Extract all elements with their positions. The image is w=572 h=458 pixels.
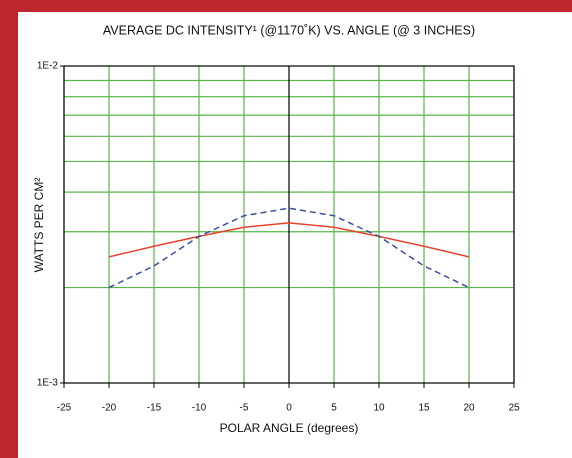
x-tick-label: -20 (102, 403, 117, 414)
y-tick-label: 1E-3 (37, 378, 59, 389)
x-tick-label: 5 (331, 403, 337, 414)
x-tick-label: 25 (508, 403, 520, 414)
x-tick-label: -25 (57, 403, 72, 414)
x-axis-label: POLAR ANGLE (degrees) (220, 421, 359, 435)
x-tick-label: -15 (147, 403, 162, 414)
top-band (0, 0, 572, 12)
y-tick-label: 1E-2 (37, 61, 59, 72)
x-tick-label: 0 (286, 403, 292, 414)
x-tick-label: -5 (240, 403, 249, 414)
left-band (0, 0, 18, 458)
x-tick-label: 10 (373, 403, 385, 414)
chart-title: AVERAGE DC INTENSITY¹ (@1170˚K) VS. ANGL… (103, 23, 475, 37)
plot-frame (63, 65, 515, 384)
x-tick-label: -10 (192, 403, 207, 414)
series-line (108, 222, 470, 258)
y-axis-label: WATTS PER CM² (32, 178, 46, 273)
x-tick-label: 15 (418, 403, 430, 414)
x-tick-label: 20 (463, 403, 475, 414)
